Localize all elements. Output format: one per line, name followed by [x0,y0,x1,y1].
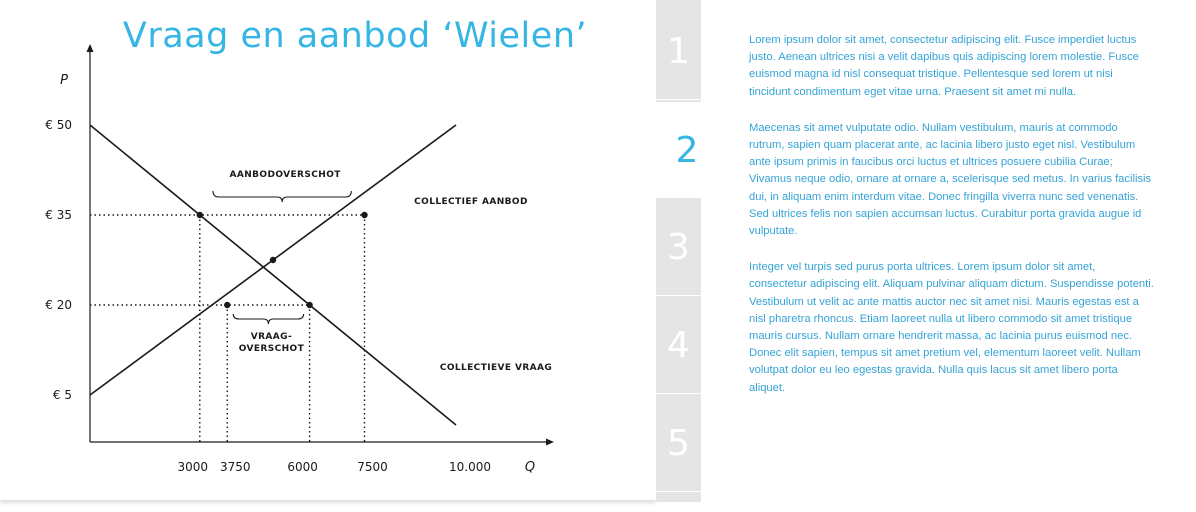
demand-label: COLLECTIEVE VRAAG [440,363,552,373]
tab-step-2[interactable]: 2 [656,102,718,198]
y-tick-label: € 35 [45,208,72,222]
supply-demand-chart: P Q € 50 € 35 € 20 € 5 3000 3750 6000 7500 10.000 C… [45,44,554,475]
demand-line [89,124,457,426]
y-tick-label: € 20 [45,298,72,312]
y-tick-label: € 50 [45,118,72,132]
x-tick-label: 7500 [357,460,388,474]
content-paragraph: Integer vel turpis sed purus porta ultri… [749,261,1154,394]
chart-title: Vraag en aanbod ‘Wielen’ [122,16,588,56]
content-text: Lorem ipsum dolor sit amet, consectetur … [749,32,1154,416]
data-point [306,301,313,309]
data-point [361,211,368,219]
surplus-brace [212,190,352,203]
x-axis-arrow [546,438,554,446]
tab-step-3[interactable]: 3 [656,200,701,296]
data-point [269,256,277,264]
x-axis-label: Q [525,460,535,475]
y-axis-arrow [86,44,94,52]
y-tick-label: € 5 [53,388,72,402]
content-paragraph: Maecenas sit amet vulputate odio. Nullam… [749,121,1152,238]
shortage-label: VRAAG- [251,332,292,342]
surplus-label: AANBODOVERSCHOT [229,170,341,180]
x-tick-label: 3000 [178,460,209,474]
shortage-label: OVERSCHOT [239,344,305,354]
tab-step-5[interactable]: 5 [656,396,701,492]
supply-label: COLLECTIEF AANBOD [414,197,528,207]
x-tick-label: 6000 [287,460,318,474]
chart-panel: Vraag en aanbod ‘Wielen’ P Q € 50 € 35 € 20 €… [45,16,587,475]
tab-step-1[interactable]: 1 [656,4,701,100]
data-point [224,301,231,309]
tab-step-4[interactable]: 4 [656,298,701,394]
content-paragraph: Lorem ipsum dolor sit amet, consectetur … [749,34,1139,98]
shortage-brace [232,313,305,325]
x-tick-label: 10.000 [449,460,491,474]
x-tick-label: 3750 [220,460,251,474]
y-axis-label: P [60,73,68,88]
data-point [196,211,203,219]
